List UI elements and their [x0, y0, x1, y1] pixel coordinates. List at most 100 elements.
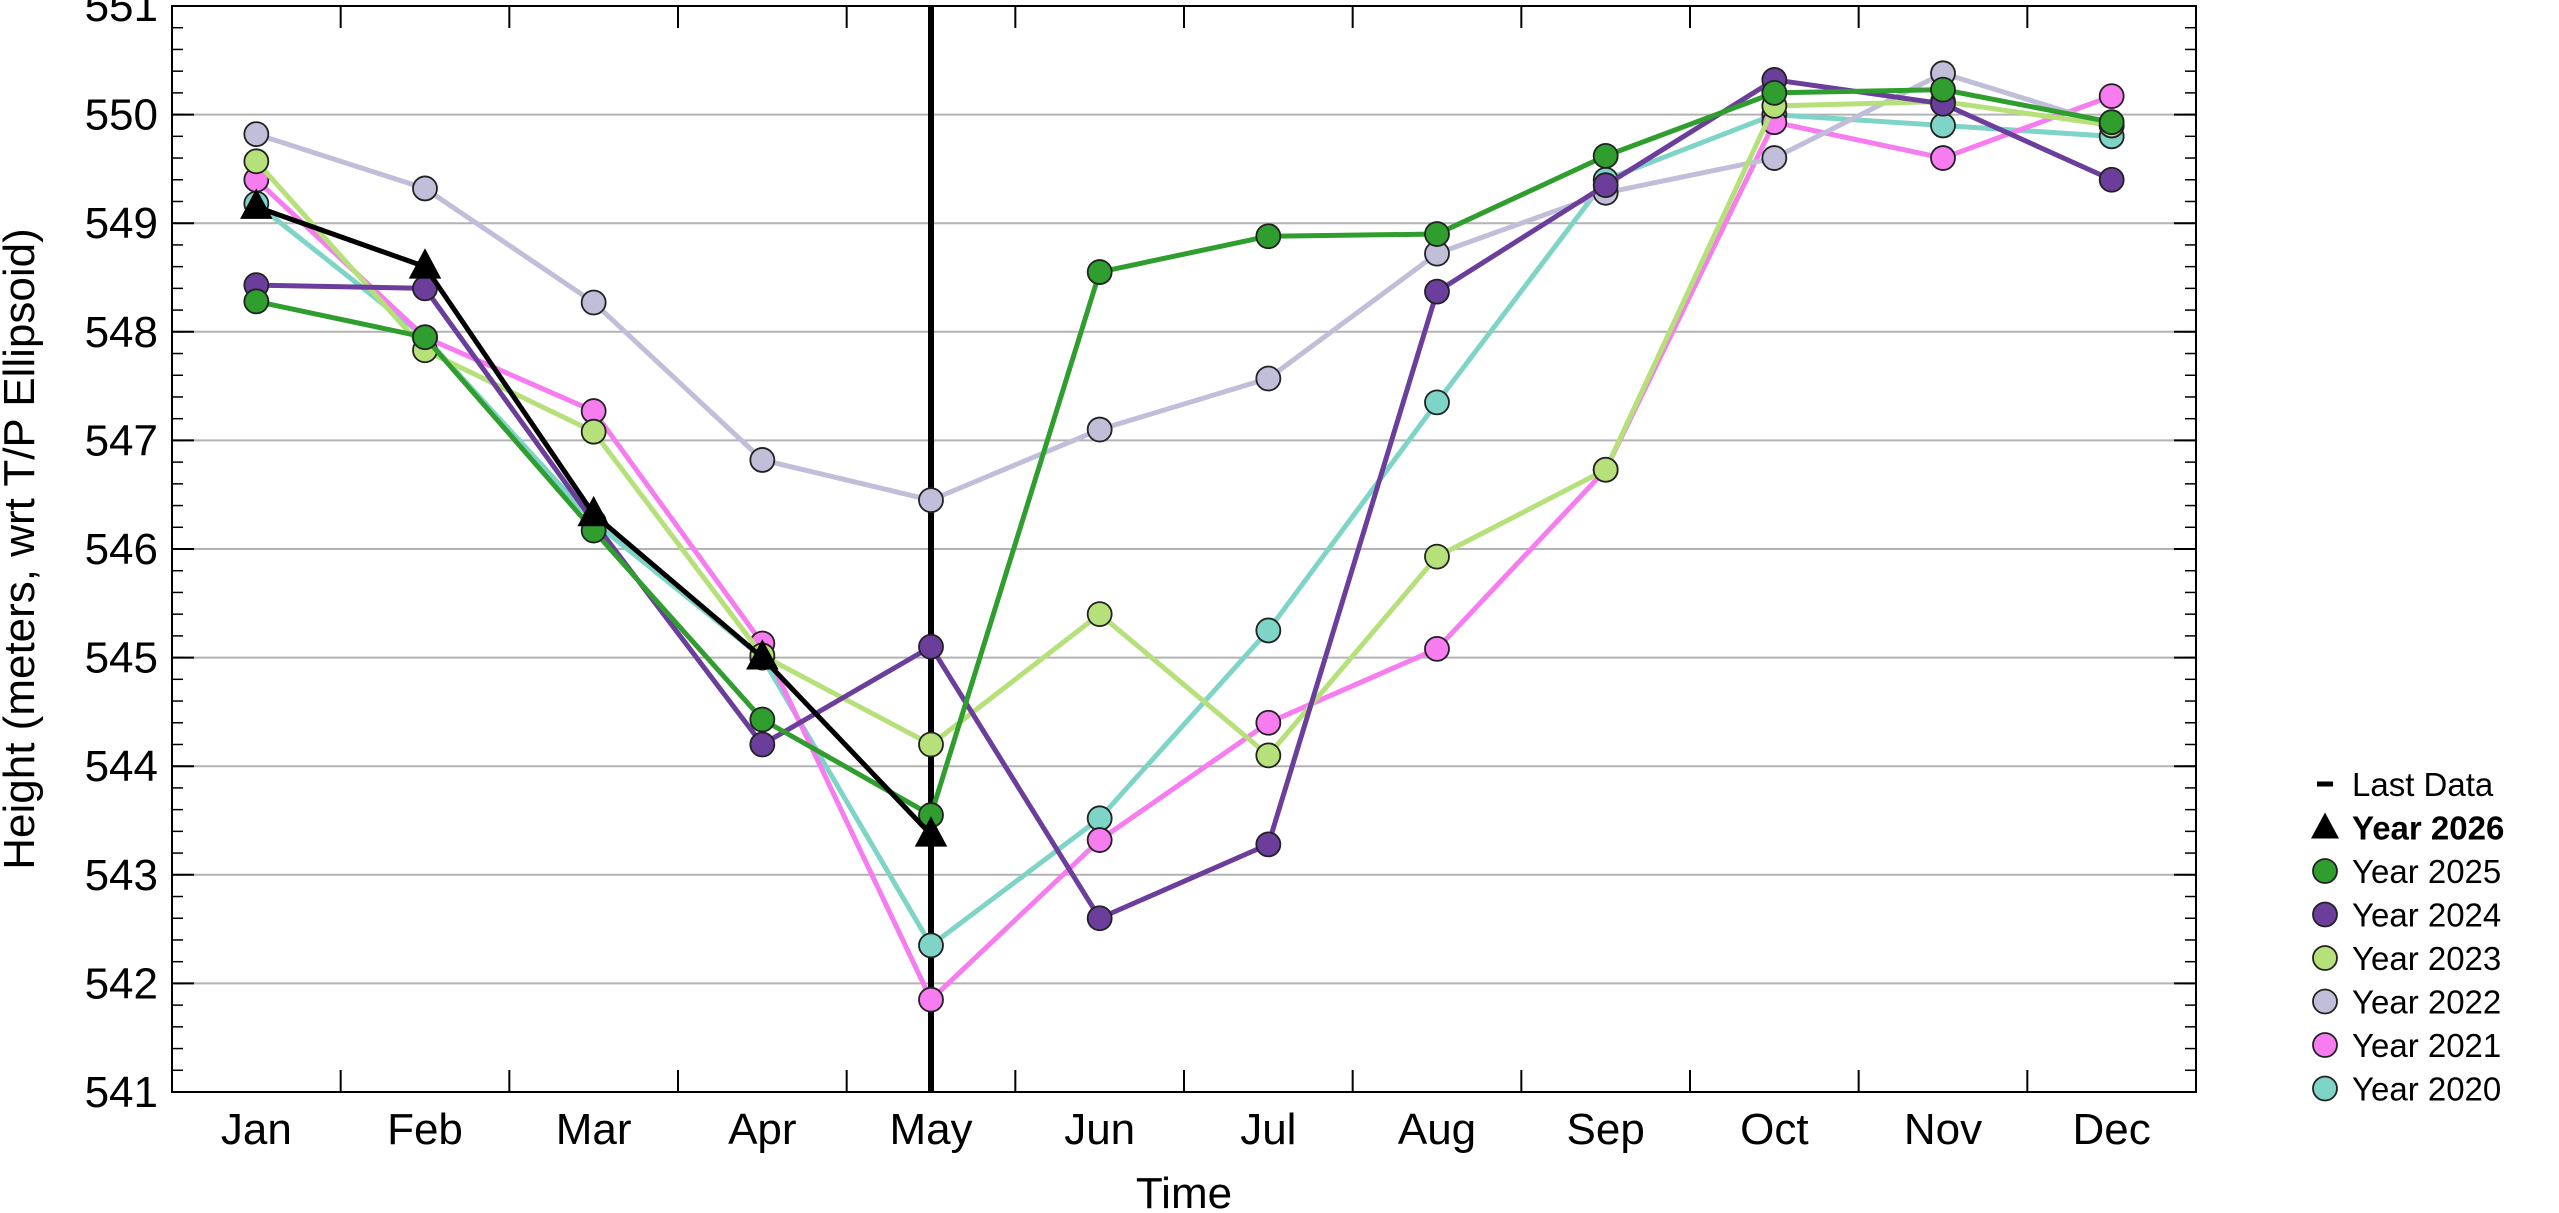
y-tick-label: 544: [85, 742, 158, 791]
data-point: [918, 932, 944, 959]
x-tick-label: Jun: [1064, 1105, 1135, 1154]
legend-swatch: [2312, 945, 2338, 971]
data-point: [914, 816, 948, 847]
data-point: [1592, 142, 1619, 169]
legend-swatch: [2312, 988, 2338, 1015]
data-point: [412, 175, 438, 202]
x-tick-label: May: [889, 1105, 972, 1154]
data-point: [1086, 259, 1113, 285]
legend-label: Year 2021: [2352, 1027, 2501, 1064]
x-tick-label: Jan: [221, 1105, 292, 1154]
legend-label: Year 2022: [2352, 984, 2501, 1021]
series-line: [255, 87, 2113, 818]
y-tick-label: 550: [85, 91, 158, 140]
legend-label: Year 2020: [2352, 1071, 2501, 1108]
y-tick-label: 548: [85, 308, 158, 357]
data-point: [243, 288, 270, 315]
y-axis-title: Height (meters, wrt T/P Ellipsoid): [0, 228, 44, 869]
series-year-2025: [243, 76, 2125, 828]
x-axis-title: Time: [1136, 1169, 1232, 1213]
series-line: [254, 99, 2113, 758]
data-point: [1592, 456, 1619, 483]
y-tick-label: 543: [85, 851, 158, 900]
x-tick-label: Nov: [1904, 1105, 1982, 1154]
legend-label: Year 2026: [2352, 810, 2504, 847]
data-point: [1255, 365, 1282, 392]
x-tick-label: Jul: [1240, 1105, 1296, 1154]
data-point: [749, 706, 776, 733]
legend-label: Year 2025: [2352, 853, 2501, 890]
y-tick-label: 547: [85, 416, 158, 465]
data-point: [1592, 172, 1619, 199]
data-point: [918, 633, 944, 660]
data-point: [1255, 617, 1282, 644]
x-tick-label: Aug: [1398, 1105, 1476, 1154]
data-point: [1930, 76, 1956, 103]
data-point: [1930, 112, 1956, 139]
data-point: [1930, 145, 1956, 171]
y-tick-label: 551: [85, 0, 158, 31]
data-point: [1086, 601, 1113, 628]
data-point: [240, 188, 273, 219]
y-tick-label: 546: [85, 525, 158, 574]
x-tick-label: Feb: [387, 1105, 463, 1154]
y-tick-label: 541: [85, 1068, 158, 1117]
legend-swatch: [2311, 812, 2339, 839]
data-point: [1424, 389, 1450, 416]
data-point: [408, 248, 442, 279]
data-point: [1255, 742, 1282, 769]
x-tick-label: Oct: [1740, 1105, 1808, 1154]
series-line: [256, 77, 2113, 921]
data-point: [749, 731, 776, 758]
data-point: [1086, 805, 1113, 832]
data-point: [580, 418, 607, 445]
y-tick-label: 545: [85, 634, 158, 683]
data-point: [577, 495, 610, 527]
series-line: [254, 93, 2113, 1003]
x-tick-label: Sep: [1567, 1105, 1645, 1154]
x-tick-label: Dec: [2073, 1105, 2151, 1154]
legend-label: Year 2024: [2352, 897, 2501, 934]
data-point: [1255, 831, 1282, 858]
legend-label: Year 2023: [2352, 940, 2501, 977]
axis-ticks: [172, 5, 2196, 1093]
data-point: [1424, 636, 1450, 662]
series-year-2026: [240, 188, 948, 847]
data-point: [1424, 221, 1450, 247]
data-point: [2098, 109, 2125, 136]
tick-labels: 541 542 543 544 545 546 547 548 549 550 551 Jan Feb M…: [85, 0, 2151, 1154]
data-point: [918, 731, 944, 758]
data-point: [1086, 827, 1113, 853]
legend-swatch: [2312, 1032, 2338, 1058]
gridlines: [172, 113, 2196, 985]
series-year-2024: [243, 66, 2125, 932]
data-point: [1424, 278, 1450, 305]
legend-swatch: [2312, 901, 2338, 928]
data-point: [1761, 79, 1788, 106]
data-point: [243, 148, 270, 175]
data-point: [1086, 905, 1113, 932]
data-point: [918, 986, 944, 1013]
y-tick-label: 542: [85, 959, 158, 1008]
data-point: [1424, 543, 1450, 570]
data-point: [749, 447, 776, 473]
data-point: [580, 289, 607, 316]
legend-swatch: [2312, 858, 2338, 884]
legend-swatch: [2312, 1075, 2338, 1102]
data-point: [243, 121, 270, 148]
data-point: [746, 639, 779, 670]
series-group: [240, 60, 2125, 1013]
series-year-2020: [243, 101, 2125, 959]
legend-label: Last Data: [2352, 766, 2494, 803]
y-tick-label: 549: [85, 199, 158, 248]
legend: Last Data Year 2026 Year 2025 Year 2024 Year…: [2311, 766, 2504, 1108]
data-point: [1255, 709, 1282, 736]
data-point: [1255, 223, 1282, 250]
data-point: [2098, 166, 2125, 193]
data-point: [412, 324, 438, 351]
data-point: [1761, 145, 1788, 171]
x-tick-label: Apr: [728, 1105, 796, 1154]
data-point: [918, 487, 944, 514]
data-point: [1086, 416, 1113, 443]
series-line: [254, 112, 2112, 948]
